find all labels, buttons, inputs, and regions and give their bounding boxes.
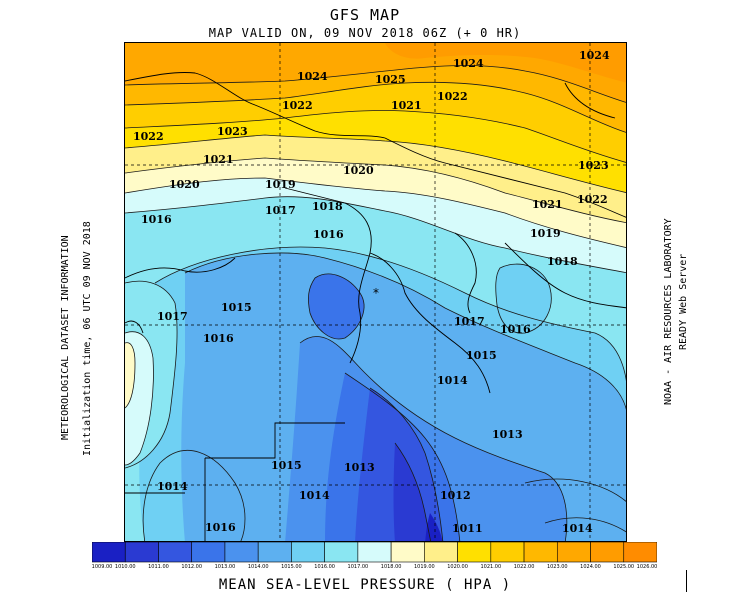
colorbar-label: 1020.00: [447, 564, 468, 570]
contour-label: 1022: [282, 99, 313, 112]
dataset-info-label: METEOROLOGICAL DATASET INFORMATION: [60, 235, 71, 440]
contour-label: 1016: [141, 213, 172, 226]
pressure-fill-layers: [125, 43, 626, 541]
contour-label: 1014: [157, 480, 188, 493]
pressure-map: * 1024 1025 1024 1024 1022 1021 1022 102…: [124, 42, 627, 542]
coastline-borders: [125, 72, 626, 541]
contour-label: 1023: [217, 125, 248, 138]
band-1025: [385, 43, 626, 83]
colorbar-label: 1010.00: [114, 564, 136, 570]
map-valid-time: MAP VALID ON, 09 NOV 2018 06Z (+ 0 HR): [208, 26, 522, 40]
contour-label: 1013: [492, 428, 523, 441]
colorbar-label: 1015.00: [281, 564, 302, 570]
colorbar-swatch: [424, 542, 458, 563]
colorbar-swatch: [523, 542, 558, 563]
colorbar-label: 1021.00: [480, 564, 502, 570]
contour-label: 1017: [265, 204, 296, 217]
colorbar-label: 1022.00: [513, 564, 535, 570]
contour-label: 1011: [452, 522, 483, 535]
contour-label: 1022: [133, 130, 164, 143]
corner-tick: [686, 570, 687, 592]
contour-label: 1016: [203, 332, 234, 345]
contour-label: 1014: [437, 374, 468, 387]
colorbar-label: 1026.00: [636, 564, 658, 570]
colorbar-swatch: [556, 542, 591, 563]
colorbar-swatch: [124, 542, 159, 563]
contour-label: 1020: [169, 178, 200, 191]
colorbar-label: 1019.00: [414, 564, 435, 570]
colorbar-labels: 1009.00 1010.00 1011.00 1012.00 1013.00 1014.…: [91, 564, 658, 574]
colorbar-swatch: [92, 542, 126, 563]
colorbar-swatch: [291, 542, 325, 563]
colorbar-swatch: [623, 542, 657, 563]
map-title: GFS MAP: [329, 6, 401, 24]
contour-label: 1015: [221, 301, 252, 314]
station-marker: *: [373, 286, 379, 300]
colorbar-swatch: [457, 542, 492, 563]
colorbar-swatch: [357, 542, 392, 563]
colorbar-swatch: [191, 542, 226, 563]
contour-label: 1017: [454, 315, 485, 328]
initialization-time-label: Initialization time, 06 UTC 09 NOV 2018: [82, 221, 93, 456]
contour-label: 1017: [157, 310, 188, 323]
colorbar-label: 1016.00: [314, 564, 335, 570]
contour-label: 1024: [453, 57, 484, 70]
colorbar-swatch: [158, 542, 193, 563]
colorbar-label: 1009.00: [91, 564, 113, 570]
contour-labels: 1024 1025 1024 1024 1022 1021 1022 1022 …: [133, 49, 610, 535]
contour-label: 1021: [203, 153, 234, 166]
colorbar-label: 1023.00: [546, 564, 568, 570]
pressure-colorbar: [92, 542, 657, 563]
colorbar-swatch: [324, 542, 359, 563]
contour-label: 1015: [466, 349, 497, 362]
contour-label: 1016: [205, 521, 236, 534]
colorbar-label: 1018.00: [380, 564, 402, 570]
contour-label: 1019: [265, 178, 296, 191]
colorbar-label: 1024.00: [580, 564, 601, 570]
contour-label: 1024: [579, 49, 610, 62]
colorbar-swatch: [490, 542, 525, 563]
contour-label: 1025: [375, 73, 406, 86]
contour-label: 1021: [532, 198, 563, 211]
colorbar-label: 1025.00: [613, 564, 635, 570]
colorbar-label: 1017.00: [347, 564, 369, 570]
contour-label: 1016: [313, 228, 344, 241]
map-caption: MEAN SEA-LEVEL PRESSURE ( HPA ): [218, 577, 512, 593]
contour-label: 1016: [500, 323, 531, 336]
latlon-grid: [125, 43, 626, 541]
band-1010: [393, 443, 431, 541]
colorbar-swatch: [590, 542, 625, 563]
contour-label: 1019: [530, 227, 561, 240]
ready-server-label: READY Web Server: [678, 253, 689, 350]
band-1016-east: [495, 264, 552, 334]
contour-label: 1015: [271, 459, 302, 472]
contour-label: 1022: [577, 193, 608, 206]
colorbar-label: 1014.00: [247, 564, 269, 570]
noaa-credit-label: NOAA - AIR RESOURCES LABORATORY: [663, 218, 674, 405]
contour-label: 1014: [299, 489, 330, 502]
contour-label: 1018: [312, 200, 343, 213]
contour-label: 1023: [578, 159, 609, 172]
colorbar-label: 1011.00: [148, 564, 169, 570]
contour-label: 1020: [343, 164, 374, 177]
contour-label: 1018: [547, 255, 578, 268]
colorbar-label: 1013.00: [214, 564, 236, 570]
contour-label: 1014: [562, 522, 593, 535]
isobar-contours: [125, 65, 626, 541]
contour-label: 1021: [391, 99, 422, 112]
contour-label: 1024: [297, 70, 328, 83]
contour-label: 1022: [437, 90, 468, 103]
band-1024: [125, 43, 626, 103]
colorbar-label: 1012.00: [181, 564, 203, 570]
pressure-map-svg: * 1024 1025 1024 1024 1022 1021 1022 102…: [125, 43, 626, 541]
colorbar-swatch: [257, 542, 292, 563]
colorbar-swatch: [224, 542, 259, 563]
colorbar-swatch: [390, 542, 425, 563]
contour-label: 1013: [344, 461, 375, 474]
band-1013-low: [308, 273, 365, 339]
contour-label: 1012: [440, 489, 471, 502]
